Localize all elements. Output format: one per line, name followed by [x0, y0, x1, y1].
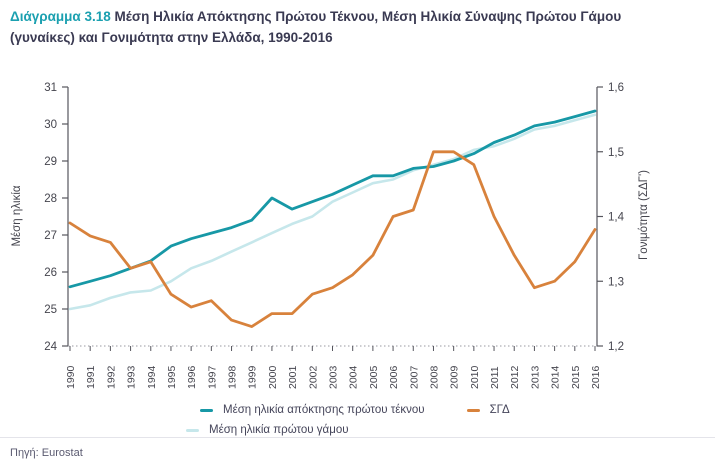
- x-tick-label: 2006: [388, 365, 400, 389]
- legend-swatch-icon: [186, 428, 199, 432]
- x-tick-label: 2000: [267, 365, 279, 389]
- y-axis-title-right: Γονιμότητα (ΣΔΓ'): [638, 170, 650, 260]
- legend-item: ΣΓΔ: [466, 404, 510, 416]
- y-tick-label-right: 1,6: [608, 82, 624, 94]
- series-line-2: [68, 150, 597, 329]
- legend-label: Μέση ηλικία πρώτου γάμου: [209, 424, 349, 436]
- legend-item: Μέση ηλικία πρώτου γάμου: [186, 424, 349, 436]
- legend-swatch-icon: [200, 408, 213, 412]
- series-line-1: [68, 113, 597, 311]
- x-tick-label: 1990: [65, 365, 77, 389]
- y-tick-label-left: 26: [44, 267, 57, 279]
- legend-label: ΣΓΔ: [489, 404, 510, 416]
- x-tick-label: 1994: [146, 365, 158, 389]
- y-tick-label-left: 29: [44, 156, 57, 168]
- y-tick-label-left: 31: [44, 82, 57, 94]
- legend-item: Μέση ηλικία απόκτησης πρώτου τέκνου: [200, 404, 425, 416]
- x-tick-label: 2015: [570, 365, 582, 389]
- x-tick-label: 2003: [328, 365, 340, 389]
- x-tick-label: 2005: [368, 365, 380, 389]
- x-tick-label: 1997: [206, 365, 218, 389]
- x-tick-label: 2012: [509, 365, 521, 389]
- y-axis-title-left: Μέση ηλικία: [11, 185, 23, 246]
- legend-row: Μέση ηλικία πρώτου γάμου: [186, 420, 666, 440]
- y-tick-label-left: 24: [44, 341, 57, 353]
- series-line-0: [68, 109, 597, 289]
- y-tick-label-right: 1,2: [608, 341, 624, 353]
- x-tick-label: 1999: [247, 365, 259, 389]
- chart-number: Διάγραμμα 3.18: [10, 9, 111, 24]
- x-tick-label: 2010: [469, 365, 481, 389]
- x-tick-label: 1996: [186, 365, 198, 389]
- footer-divider: [0, 437, 715, 438]
- y-tick-label-left: 30: [44, 119, 57, 131]
- x-tick-label: 2013: [529, 365, 541, 389]
- x-tick-label: 2002: [307, 365, 319, 389]
- x-tick-label: 1995: [166, 365, 178, 389]
- x-tick-label: 2016: [590, 365, 602, 389]
- y-tick-label-left: 27: [44, 230, 57, 242]
- source-note: Πηγή: Eurostat: [10, 447, 83, 459]
- x-tick-label: 1998: [227, 365, 239, 389]
- x-tick-label: 1991: [85, 365, 97, 389]
- x-tick-label: 2008: [428, 365, 440, 389]
- chart-title: Διάγραμμα 3.18 Μέση Ηλικία Απόκτησης Πρώ…: [10, 7, 630, 49]
- x-tick-label: 2011: [489, 366, 501, 389]
- chart-legend: Μέση ηλικία απόκτησης πρώτου τέκνου ΣΓΔ Μέ…: [186, 400, 666, 440]
- x-tick-label: 2004: [348, 365, 360, 389]
- x-tick-label: 2007: [408, 365, 420, 389]
- legend-swatch-icon: [466, 408, 480, 412]
- x-tick-label: 1992: [105, 365, 117, 389]
- x-tick-label: 2009: [449, 365, 461, 389]
- legend-label: Μέση ηλικία απόκτησης πρώτου τέκνου: [223, 404, 425, 416]
- y-tick-label-left: 28: [44, 193, 57, 205]
- y-tick-label-right: 1,4: [608, 212, 625, 224]
- chart-title-text: Μέση Ηλικία Απόκτησης Πρώτου Τέκνου, Μέσ…: [10, 9, 622, 45]
- x-tick-label: 1993: [126, 365, 138, 389]
- y-tick-label-right: 1,5: [608, 147, 624, 159]
- x-tick-label: 2001: [287, 365, 299, 389]
- y-tick-label-left: 25: [44, 304, 57, 316]
- y-tick-label-right: 1,3: [608, 276, 624, 288]
- legend-row: Μέση ηλικία απόκτησης πρώτου τέκνου ΣΓΔ: [200, 400, 666, 420]
- x-tick-label: 2014: [550, 365, 562, 389]
